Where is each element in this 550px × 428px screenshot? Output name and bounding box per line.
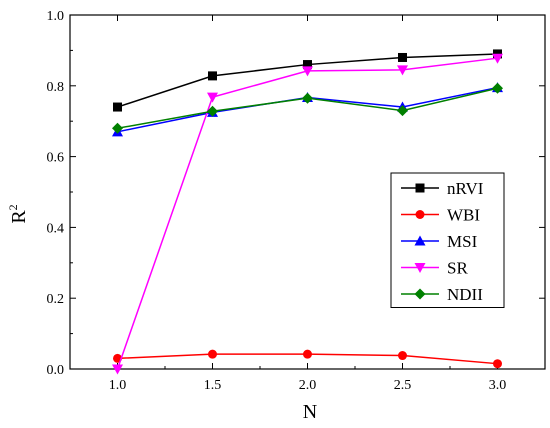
y-tick-label: 0.6 [47,151,65,166]
series-ndii [112,82,503,134]
data-point-wbi [398,351,407,361]
data-point-wbi [493,359,502,369]
legend-label-ndii: NDII [447,285,483,304]
x-axis-title: N [303,401,317,423]
data-point-ndii [207,105,218,117]
data-point-sr [397,65,408,76]
y-axis-title-main: R [8,210,30,224]
y-tick-label: 1.0 [47,9,65,24]
data-point-ndii [302,92,313,104]
legend-marker-ndii [414,288,426,300]
y-axis-title: R2 [6,204,30,223]
legend-marker-msi [414,235,426,246]
series-layer [112,49,503,375]
data-point-sr [302,66,313,77]
y-tick-label: 0.2 [47,292,65,307]
data-point-sr [207,92,218,103]
x-tick-label: 2.5 [394,378,412,393]
data-point-nrvi [113,102,122,112]
data-point-nrvi [398,52,407,62]
data-point-sr [492,53,503,64]
data-point-nrvi [303,60,312,70]
legend-label-nrvi: nRVI [447,179,484,198]
legend-item-nrvi: nRVI [401,179,484,198]
data-point-sr [112,364,123,375]
data-point-ndii [112,122,123,134]
x-tick-label: 2.0 [299,378,317,393]
legend-item-ndii: NDII [401,285,483,304]
legend-item-sr: SR [401,259,468,278]
series-sr [112,53,503,375]
x-tick-label: 3.0 [489,378,507,393]
y-tick-label: 0.0 [47,363,65,378]
data-point-ndii [492,82,503,94]
data-point-wbi [208,349,217,359]
legend-marker-wbi [415,210,425,219]
x-tick-label: 1.0 [109,378,127,393]
data-point-ndii [397,105,408,117]
y-tick-label: 0.4 [47,221,65,236]
legend-item-wbi: WBI [401,206,480,225]
legend-label-msi: MSI [447,232,478,251]
legend-label-sr: SR [447,259,468,278]
data-point-nrvi [208,71,217,81]
legend-marker-sr [414,263,426,273]
x-axis: 1.0 1.5 2.0 2.5 3.0 [109,15,507,393]
series-wbi [113,349,502,369]
x-tick-label: 1.5 [204,378,222,393]
legend-item-msi: MSI [401,232,478,251]
legend-label-wbi: WBI [447,206,480,225]
y-axis-title-superscript: 2 [6,204,20,210]
data-point-wbi [303,349,312,359]
y-tick-label: 0.8 [47,80,65,95]
legend-marker-nrvi [415,183,425,193]
legend: nRVI WBI MSI SR NDII [390,172,505,308]
y-axis: 0.0 0.2 0.4 0.6 0.8 1.0 [47,9,545,378]
